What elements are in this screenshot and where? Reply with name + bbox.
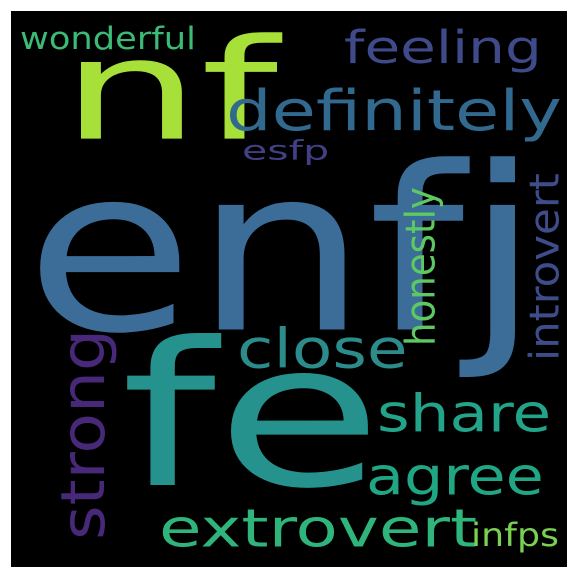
word-wonderful: wonderful [20,20,196,57]
word-close: close [237,317,408,381]
word-infps: infps [471,516,559,554]
word-cloud: enfj fe nf definitely feeling wonderful … [11,11,567,567]
word-share: share [377,383,552,445]
word-fe: fe [121,299,383,533]
word-esfp: esfp [242,134,330,167]
word-nf: nf [61,11,279,173]
word-strong: strong [47,328,119,540]
word-extrovert: extrovert [159,497,478,560]
word-enfj: enfj [25,117,541,385]
word-agree: agree [366,445,544,508]
word-feeling: feeling [344,20,542,74]
word-introvert: introvert [520,173,567,361]
word-honestly: honestly [396,187,445,346]
word-definitely: definitely [226,77,562,144]
